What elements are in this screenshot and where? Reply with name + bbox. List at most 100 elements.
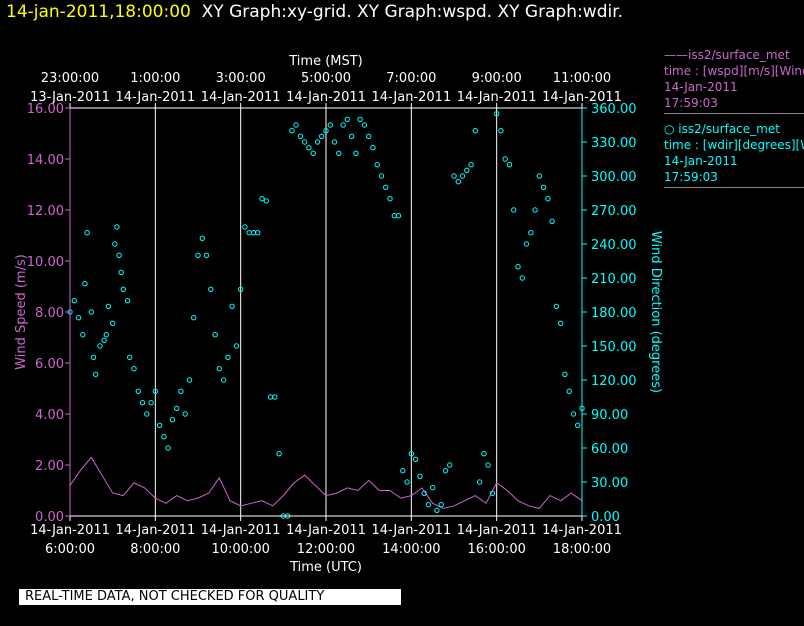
wdir-point [199,235,206,242]
wspd-line [69,456,583,509]
y-left-tick-label: 0.00 [35,510,64,525]
x-tick-label-time: 14:00:00 [382,542,440,557]
wdir-point [75,315,82,321]
wdir-point [276,451,282,457]
wdir-point [112,241,118,247]
x-tick-label-date: 14-Jan-2011 [371,523,451,538]
wdir-point [523,241,530,247]
wdir-point [229,303,235,309]
wdir-point [84,230,90,236]
wdir-series [67,111,585,519]
top-tick-label-date: 14-Jan-2011 [286,90,366,105]
x-axis-title: Time (UTC) [289,560,362,575]
wdir-point [549,218,555,225]
wdir-point [566,388,572,394]
y-left-tick-label: 14.00 [27,153,64,168]
wdir-point [169,417,176,423]
y-right-tick-label: 240.00 [591,238,637,253]
wdir-point [540,184,547,191]
wdir-point [302,139,308,145]
wdir-point [103,332,110,338]
wdir-point [131,366,137,372]
wdir-point [421,490,427,496]
y-right-tick-label: 360.00 [591,102,637,117]
x-tick-label-date: 14-Jan-2011 [542,523,622,538]
legend-wspd-field: time : [wspd][m/s][Wind [664,64,804,78]
top-tick-label-time: 11:00:00 [553,71,611,86]
x-tick-label-time: 18:00:00 [553,542,611,557]
legend-wspd: ——iss2/surface_met time : [wspd][m/s][Wi… [664,47,804,114]
wdir-point [71,298,78,304]
wdir-point [502,156,508,162]
top-tick-label-date: 14-Jan-2011 [115,90,195,105]
wdir-point [182,411,188,417]
wdir-point [430,485,436,491]
wdir-point [434,507,440,513]
y-right-tick-label: 120.00 [591,374,637,389]
wdir-point [404,479,410,485]
wdir-point [545,196,551,202]
y-left-tick-label: 10.00 [27,255,64,270]
wdir-point [242,224,248,230]
wdir-point [395,213,402,219]
wdir-point [348,133,355,140]
wdir-point [293,122,299,128]
wdir-point [289,128,295,134]
wdir-point [438,502,444,508]
wdir-point [314,139,321,145]
top-tick-label-date: 14-Jan-2011 [457,90,537,105]
x-tick-label-time: 12:00:00 [297,542,355,557]
x-tick-label-time: 16:00:00 [467,542,525,557]
wdir-point [116,252,122,259]
wdir-point [97,343,103,349]
wdir-point [344,116,350,123]
y-left-tick-label: 4.00 [35,408,64,423]
top-tick-label-date: 13-Jan-2011 [30,90,110,105]
x-tick-label-time: 8:00:00 [130,542,180,557]
wdir-point [532,207,538,213]
top-tick-label-time: 7:00:00 [386,71,436,86]
quality-notice: REAL-TIME DATA, NOT CHECKED FOR QUALITY [19,589,401,605]
x-tick-label-date: 14-Jan-2011 [457,523,537,538]
wdir-point [120,286,127,292]
wdir-point [144,411,150,417]
wdir-point [455,179,461,185]
wdir-point [528,230,534,236]
wdir-point [489,490,496,496]
wdir-point [417,473,423,479]
wdir-point [161,434,167,440]
top-tick-label-time: 5:00:00 [301,71,351,86]
wdir-point [92,371,99,377]
wdir-point [216,366,223,372]
wdir-point [212,332,218,338]
wdir-point [425,502,432,508]
wdir-point [272,394,278,400]
wdir-point [408,451,414,457]
wdir-point [387,196,393,202]
wdir-point [203,252,210,259]
wdir-point [105,303,112,309]
wdir-point [374,162,380,168]
x-tick-label-time: 6:00:00 [45,542,95,557]
wspd-series [69,456,583,509]
wdir-point [468,162,474,168]
x-tick-label-date: 14-Jan-2011 [30,523,110,538]
wdir-point [442,468,449,474]
legend-wdir-field: time : [wdir][degrees][Wi [664,138,804,152]
wdir-point [511,207,517,213]
top-tick-label-date: 14-Jan-2011 [371,90,451,105]
wdir-point [90,354,97,360]
legend-wdir: ○ iss2/surface_met time : [wdir][degrees… [664,121,804,188]
top-axis-title: Time (MST) [288,54,363,69]
wdir-point [88,309,95,315]
x-tick-label-date: 14-Jan-2011 [201,523,281,538]
wdir-point [340,122,346,128]
wdir-point [536,173,542,179]
legend-wdir-date: 14-Jan-2011 [664,154,738,168]
x-tick-label-date: 14-Jan-2011 [115,523,195,538]
wdir-point [412,456,419,462]
header-titles: XY Graph:xy-grid. XY Graph:wspd. XY Grap… [201,2,624,22]
wdir-point [553,303,560,309]
wdir-point [124,298,131,304]
wdir-point [323,128,329,134]
